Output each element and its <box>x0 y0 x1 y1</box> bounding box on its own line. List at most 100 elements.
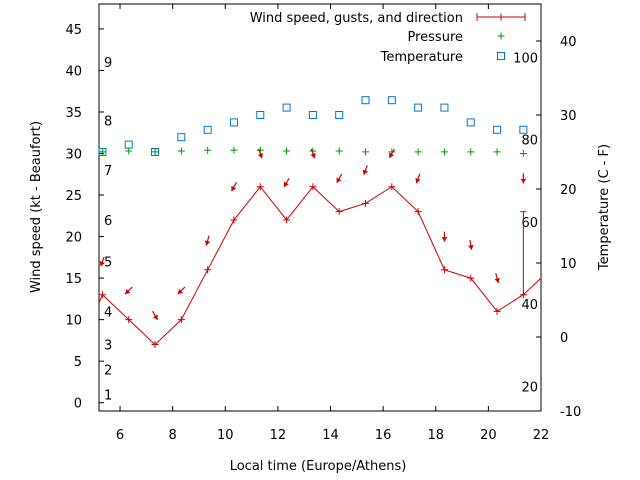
wind-arrow-head <box>336 177 342 183</box>
x-tick-label: 8 <box>169 428 177 443</box>
wind-speed-point <box>125 316 133 324</box>
x-tick-label: 20 <box>480 428 497 443</box>
wind-arrow-head <box>310 153 316 159</box>
y-right-tick-label: 0 <box>560 331 568 346</box>
pressure-point <box>414 148 422 156</box>
y-right-tick-label: 40 <box>560 35 577 50</box>
pressure-point <box>493 148 501 156</box>
wind-direction-arrows <box>99 148 527 321</box>
x-axis: 6 8 10 12 14 16 18 20 22 <box>116 4 549 443</box>
beaufort-label: 4 <box>104 305 112 320</box>
temperature-point <box>308 111 317 119</box>
legend: Wind speed, gusts, and direction Pressur… <box>250 11 526 65</box>
pressure-point <box>283 147 291 155</box>
fahrenheit-label: 20 <box>521 380 538 395</box>
wind-speed-point <box>204 266 212 274</box>
y-left-tick-label: 45 <box>65 23 82 38</box>
wind-speed-point <box>362 199 370 207</box>
wind-speed-point <box>467 274 475 282</box>
pressure-point <box>230 146 238 154</box>
x-tick-label: 18 <box>427 428 444 443</box>
y-axis-left: 0 5 10 15 20 25 30 35 40 45 <box>65 23 104 412</box>
wind-speed-point <box>388 183 396 191</box>
beaufort-label: 9 <box>104 56 112 71</box>
wind-speed-point <box>230 216 238 224</box>
wind-arrow-head <box>415 177 421 184</box>
wind-arrow-head <box>257 153 264 159</box>
wind-speed-point <box>256 183 264 191</box>
temperature-point <box>361 96 370 105</box>
wind-speed-point <box>151 341 159 349</box>
pressure-point <box>335 147 343 155</box>
wind-arrow-head <box>441 237 448 242</box>
pressure-point <box>125 147 133 155</box>
temperature-point <box>256 111 265 119</box>
wind-arrow-head <box>99 261 105 267</box>
temperature-point <box>335 111 344 119</box>
beaufort-label: 1 <box>104 388 112 403</box>
temperature-point <box>440 103 449 112</box>
y-left-tick-label: 15 <box>65 272 82 287</box>
y-left-tick-label: 30 <box>65 148 82 163</box>
y-right-tick-label: -10 <box>560 405 581 420</box>
legend-symbol-wind <box>476 13 526 21</box>
wind-speed-point <box>335 208 343 216</box>
temperature-point <box>282 103 291 112</box>
fahrenheit-label: 100 <box>513 51 538 66</box>
y-left-tick-label: 0 <box>74 397 82 412</box>
y-right-tick-label: 10 <box>560 257 577 272</box>
y-axis-right-label: Temperature (C - F) <box>597 144 612 271</box>
beaufort-label: 2 <box>104 363 112 378</box>
legend-pressure-marker <box>497 32 505 40</box>
wind-speed-point <box>98 291 106 299</box>
legend-temperature-marker <box>497 52 505 60</box>
legend-symbol-temperature <box>497 52 505 60</box>
pressure-point <box>177 147 185 155</box>
x-tick-label: 16 <box>375 428 392 443</box>
temperature-point <box>519 125 528 134</box>
wind-speed-series <box>98 183 542 349</box>
y-left-tick-label: 10 <box>65 314 82 329</box>
wind-arrow-head <box>204 240 211 246</box>
y-left-tick-label: 5 <box>74 355 82 370</box>
wind-speed-point <box>414 208 422 216</box>
pressure-point <box>98 148 106 156</box>
pressure-series <box>98 146 527 158</box>
x-tick-label: 10 <box>217 428 234 443</box>
wind-arrow-head <box>389 152 394 158</box>
x-tick-label: 6 <box>116 428 124 443</box>
legend-label-temperature: Temperature <box>380 50 463 65</box>
pressure-point <box>519 150 527 158</box>
pressure-point <box>151 148 159 156</box>
temperature-point <box>387 96 396 105</box>
wind-arrow-head <box>520 178 527 184</box>
x-tick-label: 12 <box>270 428 287 443</box>
wind-arrow-head <box>283 181 289 187</box>
wind-speed-point <box>493 307 501 315</box>
wind-arrow-head <box>362 169 368 175</box>
beaufort-label: 6 <box>104 214 112 229</box>
fahrenheit-label: 60 <box>521 216 538 231</box>
temperature-point <box>466 118 475 127</box>
legend-label-pressure: Pressure <box>407 30 463 45</box>
wind-speed-point <box>309 183 317 191</box>
x-tick-label: 14 <box>322 428 339 443</box>
x-axis-label: Local time (Europe/Athens) <box>230 459 407 474</box>
y-right-tick-label: 30 <box>560 109 577 124</box>
beaufort-label: 3 <box>104 339 112 354</box>
legend-label-wind: Wind speed, gusts, and direction <box>250 11 463 26</box>
fahrenheit-scale: 20 40 60 80 100 <box>513 51 538 395</box>
legend-wind-marker <box>497 13 505 21</box>
wind-speed-point <box>177 316 185 324</box>
y-left-tick-label: 40 <box>65 64 82 79</box>
pressure-point <box>362 148 370 156</box>
y-left-tick-label: 35 <box>65 106 82 121</box>
wind-arrow-head <box>177 288 183 295</box>
y-right-tick-label: 20 <box>560 183 577 198</box>
wind-speed-point <box>440 266 448 274</box>
plot-frame <box>98 3 542 412</box>
pressure-point <box>204 146 212 154</box>
wind-arrow-head <box>125 288 131 295</box>
y-left-tick-label: 20 <box>65 231 82 246</box>
